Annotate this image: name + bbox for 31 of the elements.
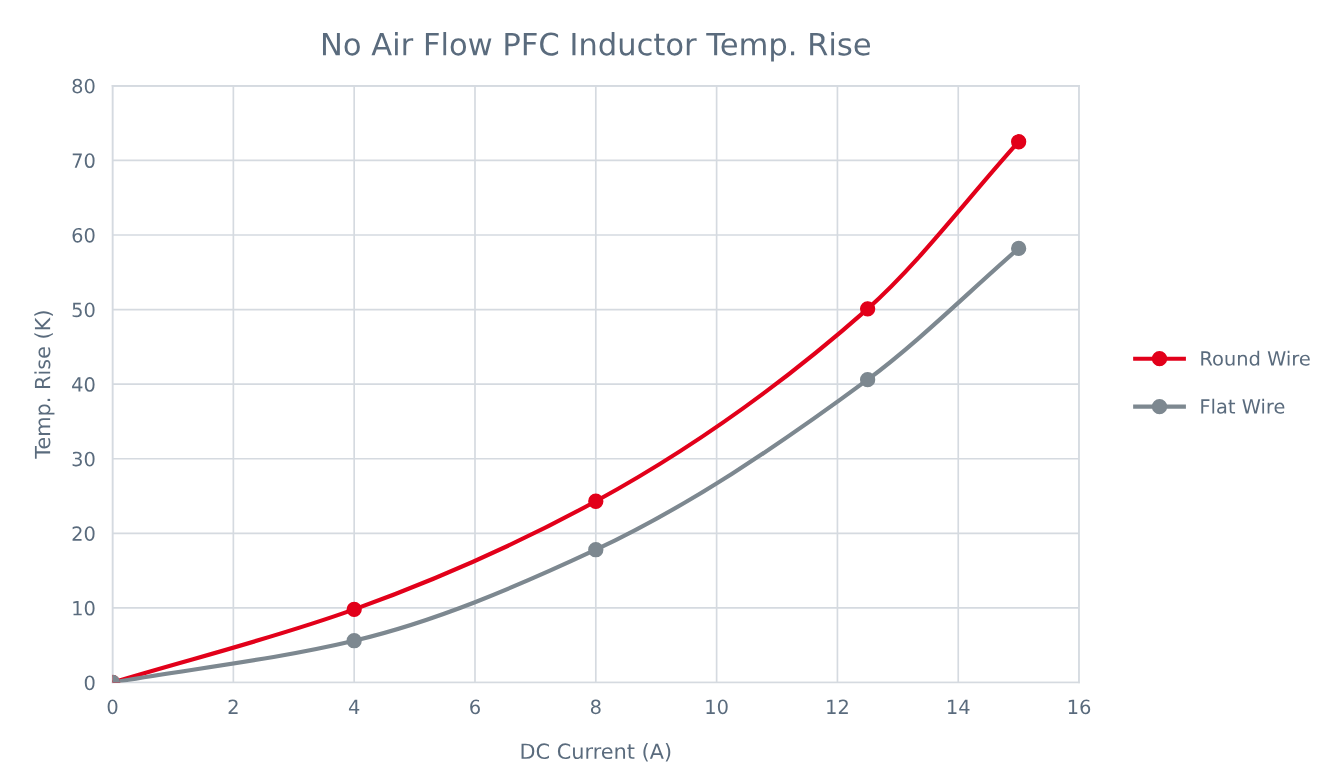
y-tick-label: 60 <box>72 227 95 243</box>
x-tick-label: 6 <box>470 699 480 715</box>
x-tick-label: 14 <box>948 699 970 714</box>
y-axis-title: Temp. Rise (K) <box>34 311 55 459</box>
point <box>346 633 362 649</box>
x-tick-label: 16 <box>1068 699 1091 715</box>
x-tick-label: 4 <box>348 699 360 714</box>
point <box>1011 240 1027 257</box>
point <box>859 372 876 388</box>
x-tick-label: 12 <box>827 699 848 714</box>
y-tick-label: 70 <box>72 153 95 169</box>
point <box>588 493 604 509</box>
y-tick-label: 50 <box>72 302 95 318</box>
x-tick-label: 8 <box>590 699 601 715</box>
y-tick-label: 10 <box>73 600 95 616</box>
x-tick-label: 2 <box>228 699 238 714</box>
point <box>588 542 604 558</box>
point <box>859 301 876 317</box>
y-tick-label: 80 <box>72 78 95 94</box>
legend-label: Round Wire <box>1201 350 1310 366</box>
point <box>1011 134 1027 150</box>
x-axis-title: DC Current (A) <box>521 743 671 762</box>
x-tick-label: 10 <box>706 699 728 715</box>
x-tick-label: 0 <box>107 699 118 715</box>
point <box>346 601 362 618</box>
legend-label: Flat Wire <box>1201 398 1285 414</box>
y-tick-label: 30 <box>72 451 95 467</box>
y-tick-label: 0 <box>84 675 95 691</box>
chart-title: No Air Flow PFC Inductor Temp. Rise <box>322 32 870 62</box>
y-tick-label: 40 <box>72 377 95 392</box>
y-tick-label: 20 <box>72 526 95 541</box>
